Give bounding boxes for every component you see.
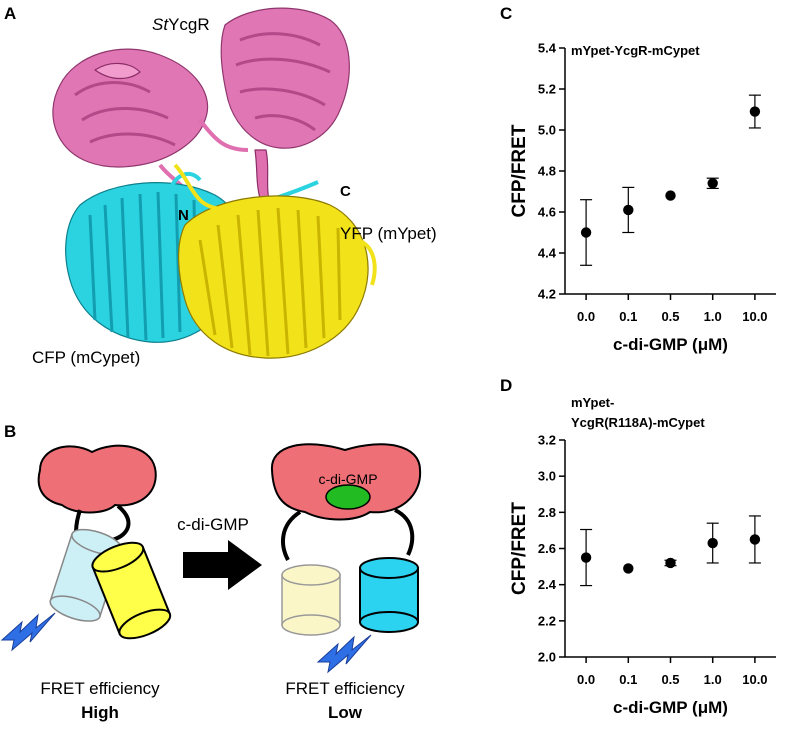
left-fret-caption: FRET efficiency	[40, 679, 160, 698]
cartoon-high-fret: FRET efficiency High	[0, 444, 172, 722]
x-tick-label: 1.0	[704, 672, 722, 687]
y-tick-label: 5.4	[538, 41, 557, 56]
x-tick-label: 0.1	[619, 672, 637, 687]
panel-a: A StYcgR YFP (mYpet	[4, 4, 437, 367]
yfp-label: YFP (mYpet)	[340, 224, 437, 243]
y-tick-label: 2.4	[538, 577, 557, 592]
left-fret-level: High	[81, 703, 119, 722]
data-point	[623, 204, 634, 216]
data-point	[623, 563, 634, 574]
data-point	[749, 106, 761, 117]
y-tick-label: 4.4	[538, 246, 557, 261]
ycgr-label-prefix: St	[152, 15, 169, 34]
x-tick-label: 0.0	[577, 309, 595, 324]
ligand-arrow-label: c-di-GMP	[177, 515, 249, 534]
right-fret-level: Low	[328, 703, 363, 722]
chart-title: mYpet-YcgR-mCypet	[571, 43, 700, 58]
panel-d-letter: D	[500, 376, 512, 395]
right-fret-caption: FRET efficiency	[285, 679, 405, 698]
chart-title-line: mYpet-	[571, 395, 614, 410]
excitation-flash-left-icon	[0, 612, 56, 652]
data-point	[580, 227, 592, 238]
chart-c: 4.2 4.4 4.6 4.8 5.0 5.2 5.4 0.0 0.1 0.5 1.0 10.0 mYp…	[509, 41, 776, 354]
c-terminus-label: C	[340, 183, 351, 200]
svg-text:StYcgR: StYcgR	[152, 15, 210, 34]
panel-d: D 2.0 2.2 2.4 2.6 2.8 3.0 3.2 0.0 0.1 0.5 1.0 10.0 m…	[500, 376, 776, 717]
chart-d: 2.0 2.2 2.4 2.6 2.8 3.0 3.2 0.0 0.1 0.5 1.0 10.0 mYp…	[509, 395, 776, 717]
data-point	[707, 178, 718, 189]
chart-title-line: YcgR(R118A)-mCypet	[571, 415, 705, 430]
c-di-gmp-ligand	[325, 484, 371, 510]
x-tick-label: 1.0	[704, 309, 722, 324]
x-axis-title: c-di-GMP (μM)	[613, 698, 728, 717]
data-point	[707, 537, 718, 549]
y-axis-title: CFP/FRET	[509, 502, 530, 595]
x-tick-label: 0.5	[661, 672, 679, 687]
excitation-flash-right-icon	[316, 634, 372, 674]
n-terminus-label: N	[178, 207, 189, 224]
ycgr-structure	[52, 7, 350, 206]
y-tick-label: 5.2	[538, 82, 556, 97]
panel-c: C 4.2 4.4 4.6 4.8 5.0 5.2 5.4 0.0 0.1 0.5 1.0 10.0 m…	[500, 4, 776, 354]
data-point	[665, 557, 676, 569]
ycgr-dimer-left	[37, 444, 157, 514]
y-axis-title: CFP/FRET	[509, 124, 530, 217]
x-tick-label: 0.0	[577, 672, 595, 687]
y-tick-label: 5.0	[538, 123, 556, 138]
x-tick-label: 10.0	[742, 672, 767, 687]
yfp-structure	[173, 163, 377, 359]
cartoon-low-fret: c-di-GMP FRET efficiency Low	[270, 443, 422, 722]
y-tick-label: 3.2	[538, 433, 556, 448]
y-tick-label: 2.6	[538, 541, 556, 556]
x-axis-title: c-di-GMP (μM)	[613, 335, 728, 354]
ycgr-label-suffix: YcgR	[168, 15, 210, 34]
x-tick-label: 0.5	[661, 309, 679, 324]
panel-b-letter: B	[4, 422, 16, 441]
panel-a-letter: A	[4, 4, 16, 23]
data-point	[580, 552, 592, 563]
y-tick-label: 2.8	[538, 505, 556, 520]
y-tick-label: 4.8	[538, 164, 556, 179]
y-tick-label: 4.6	[538, 205, 556, 220]
x-tick-label: 0.1	[619, 309, 637, 324]
cfp-cylinder-right	[359, 557, 419, 633]
yfp-cylinder-right	[281, 564, 341, 636]
arrow-icon	[183, 540, 262, 590]
ligand-bubble-label: c-di-GMP	[318, 471, 377, 487]
panel-b: B FRET efficiency High c-di-GMP	[0, 422, 422, 722]
panel-c-letter: C	[500, 4, 512, 23]
x-tick-label: 10.0	[742, 309, 767, 324]
yfp-cylinder-left	[91, 541, 172, 640]
y-tick-label: 3.0	[538, 469, 556, 484]
y-tick-label: 2.0	[538, 650, 556, 665]
cfp-label: CFP (mCypet)	[32, 348, 140, 367]
ycgr-dimer-right	[270, 443, 422, 521]
data-point	[749, 534, 761, 545]
data-point	[665, 190, 676, 201]
y-tick-label: 4.2	[538, 287, 556, 302]
y-tick-label: 2.2	[538, 613, 556, 628]
